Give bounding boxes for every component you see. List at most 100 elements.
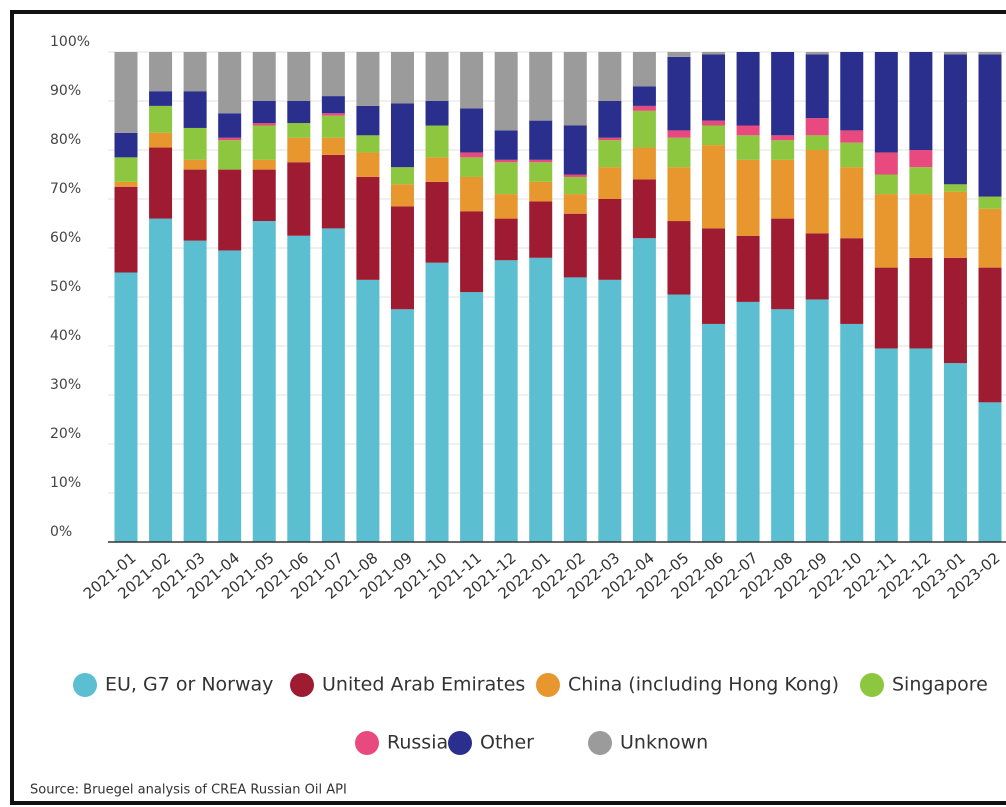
bar-segment [529,201,553,258]
bar-segment [805,233,829,300]
y-tick-label: 60% [50,230,81,246]
bar-segment [252,123,276,126]
bar-segment [356,52,380,106]
bar-segment [563,52,587,126]
bar-segment [460,108,484,153]
bar-segment [563,174,587,177]
bar-segment [287,137,311,163]
bar-segment [943,184,967,192]
bar-segment [632,238,656,542]
bar-segment [978,196,1002,209]
bar-segment [874,267,898,349]
bar-segment [702,52,726,55]
bar-segment [356,105,380,136]
bar-segment [390,52,414,104]
bar-segment [840,167,864,239]
bar-segment [183,169,207,241]
bar-segment [321,113,345,116]
bar-segment [667,130,691,138]
bar-segment [874,152,898,175]
bar-segment [529,52,553,121]
bar-segment [149,147,173,219]
bar-segment [425,157,449,182]
bar-segment [529,181,553,202]
bar-segment [771,135,795,141]
bar-segment [529,257,553,542]
bar-segment [425,125,449,158]
frame [10,10,1006,805]
bar-segment [390,167,414,185]
legend-swatch [73,673,97,697]
bar-segment [114,52,138,133]
bar-segment [183,52,207,92]
bar-segment [874,52,898,153]
bar-segment [598,167,622,199]
bar-segment [840,130,864,143]
bar-segment [805,299,829,542]
bar-segment [598,279,622,542]
bar-segment [702,120,726,126]
bar-segment [943,257,967,364]
legend-swatch [290,673,314,697]
bar-segment [114,132,138,158]
bar-segment [149,91,173,106]
bar-segment [252,221,276,543]
legend-swatch [860,673,884,697]
bar-segment [598,52,622,101]
bar-segment [978,52,1002,55]
bar-segment [805,118,829,136]
y-tick-label: 90% [50,83,81,99]
bar-segment [563,277,587,542]
bar-segment [390,184,414,207]
bar-segment [840,52,864,131]
legend-swatch [355,731,379,755]
bar-segment [909,257,933,349]
bar-segment [667,52,691,57]
bar-segment [563,194,587,214]
y-tick-label: 10% [50,475,81,491]
bar-segment [563,213,587,278]
bar-segment [183,240,207,542]
bar-segment [460,157,484,177]
source-note: Source: Bruegel analysis of CREA Russian… [30,783,347,798]
y-tick-label: 50% [50,279,81,295]
bar-segment [702,228,726,324]
bar-segment [425,181,449,263]
bar-segment [460,292,484,542]
bar-segment [667,56,691,131]
bar-segment [321,115,345,138]
bar-segment [114,181,138,187]
bar-segment [736,235,760,302]
bar-segment [218,52,242,114]
bar-segment [252,52,276,101]
bar-segment [321,52,345,97]
bar-segment [771,52,795,136]
bar-segment [494,162,518,195]
bar-segment [321,154,345,229]
legend-label: Unknown [620,732,708,754]
bar-segment [287,235,311,542]
bar-segment [667,137,691,168]
legend-label: EU, G7 or Norway [105,674,273,696]
legend-label: Singapore [892,674,988,696]
bar-segment [183,91,207,128]
bar-segment [667,221,691,295]
bar-segment [598,140,622,168]
legend-swatch [536,673,560,697]
bar-segment [321,137,345,155]
bar-segment [771,159,795,219]
bar-segment [114,157,138,182]
bar-segment [840,323,864,542]
y-tick-label: 80% [50,132,81,148]
bar-segment [494,52,518,131]
bar-segment [598,137,622,141]
bar-segment [598,101,622,138]
y-tick-label: 30% [50,377,81,393]
bar-segment [287,101,311,124]
bar-segment [218,250,242,542]
bar-segment [218,140,242,170]
bar-segment [909,150,933,168]
bar-segment [425,52,449,101]
bar-segment [805,150,829,234]
